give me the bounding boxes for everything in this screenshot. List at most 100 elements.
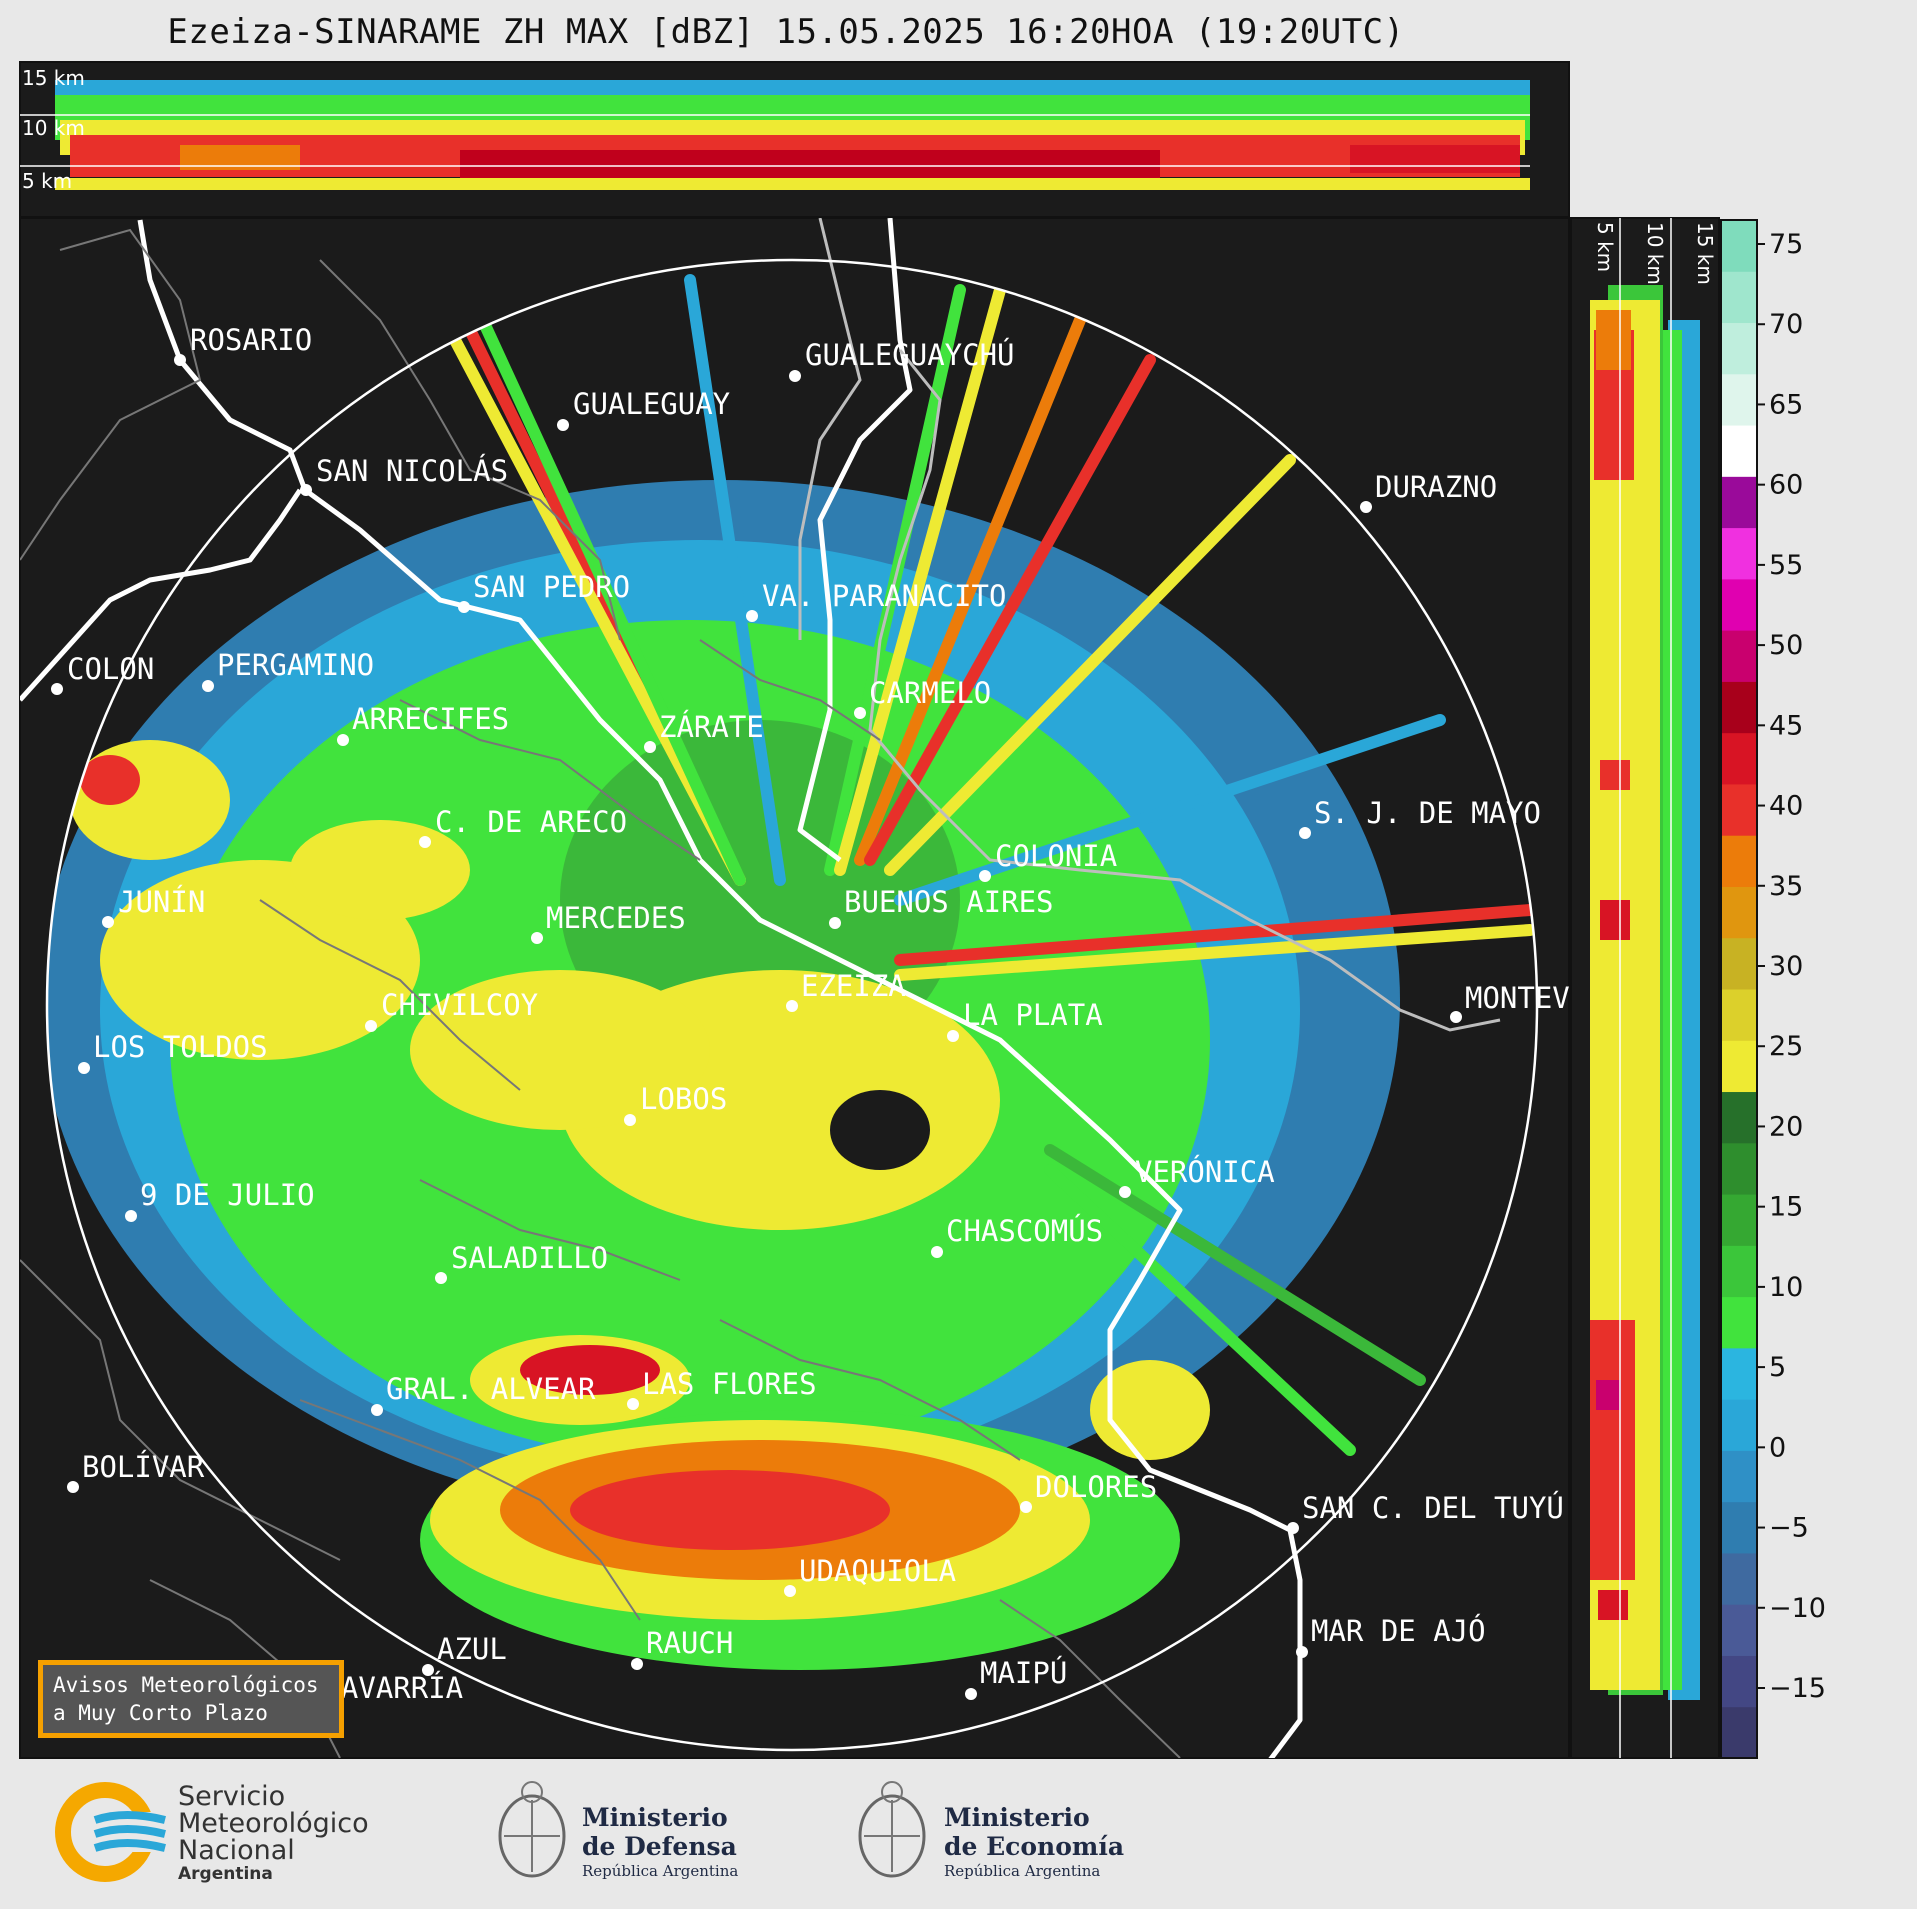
colorbar-cell (1721, 1501, 1757, 1554)
city-label-gral-alvear: GRAL. ALVEAR (386, 1372, 596, 1406)
smn-line1: Servicio (178, 1781, 286, 1812)
colorbar-cell (1721, 989, 1757, 1041)
colorbar-tick-label: 5 (1769, 1352, 1786, 1383)
city-label-lobos: LOBOS (640, 1082, 727, 1116)
top-cross-section-panel: 15 km 10 km 5 km (19, 61, 1570, 218)
smn-logo-icon (55, 1782, 170, 1882)
colorbar-tick-label: 45 (1769, 710, 1803, 741)
city-label-paranacito: VA. PARANACITO (762, 579, 1006, 613)
colorbar-cell (1721, 476, 1757, 529)
city-label-c-de-areco: C. DE ARECO (435, 805, 627, 839)
city-dot-bolivar (67, 1481, 79, 1493)
coastline (20, 218, 1303, 1758)
city-label-san-nicolas: SAN NICOLÁS (316, 454, 508, 488)
city-label-la-plata: LA PLATA (963, 998, 1103, 1032)
range-ring (45, 258, 1539, 1752)
city-label-los-toldos: LOS TOLDOS (93, 1030, 268, 1064)
colorbar-tick-label: −10 (1769, 1593, 1826, 1624)
city-dot-mercedes (531, 932, 543, 944)
city-label-chivilcoy: CHIVILCOY (381, 988, 538, 1022)
city-dot-zarate (644, 741, 656, 753)
city-label-montevideo: MONTEVIDEO (1465, 981, 1640, 1015)
avisos-button[interactable]: Avisos Meteorológicos a Muy Corto Plazo (38, 1660, 344, 1738)
colorbar-tick-label: 10 (1769, 1272, 1803, 1303)
city-dot-maipu (965, 1688, 977, 1700)
colorbar-cell (1721, 1450, 1757, 1503)
city-dot-arrecifes (337, 734, 349, 746)
city-dot-saladillo (435, 1272, 447, 1284)
top-alt-label-5: 5 km (22, 169, 72, 193)
colorbar-tick-label: −5 (1769, 1513, 1809, 1544)
colorbar-cell (1721, 835, 1757, 887)
colorbar-cell (1721, 1655, 1757, 1708)
colorbar-cell (1721, 373, 1757, 426)
colorbar-cell (1721, 1194, 1757, 1246)
side-alt-label-15: 15 km (1693, 222, 1717, 285)
city-label-zarate: ZÁRATE (659, 710, 764, 744)
city-label-dolores: DOLORES (1035, 1470, 1157, 1504)
city-label-chascomus: CHASCOMÚS (946, 1214, 1103, 1248)
colorbar-tick-label: 15 (1769, 1192, 1803, 1223)
side-alt-label-5: 5 km (1593, 222, 1617, 272)
city-dot-sj-de-mayo (1299, 827, 1311, 839)
city-markers: ROSARIO GUALEGUAYCHÚ GUALEGUAY SAN NICOL… (51, 323, 1640, 1715)
city-dot-gualeguay (557, 419, 569, 431)
city-dot-veronica (1119, 1186, 1131, 1198)
top-alt-label-10: 10 km (22, 116, 85, 140)
city-label-9-de-julio: 9 DE JULIO (140, 1178, 315, 1212)
city-dot-junin (102, 916, 114, 928)
city-label-saladillo: SALADILLO (451, 1241, 608, 1275)
city-dot-durazno (1360, 501, 1372, 513)
city-label-gualeguaychu: GUALEGUAYCHÚ (805, 338, 1015, 372)
city-dot-mar-de-ajo (1296, 1646, 1308, 1658)
city-dot-pergamino (202, 680, 214, 692)
defensa-line1: Ministerio (582, 1803, 728, 1832)
side-cross-section-panel: 5 km 10 km 15 km (1570, 217, 1720, 1759)
city-dot-udaquiola (784, 1585, 796, 1597)
avisos-line1: Avisos Meteorológicos (53, 1673, 319, 1697)
colorbar-cell (1721, 271, 1757, 324)
colorbar-cell (1721, 1091, 1757, 1144)
city-dot-colon (51, 683, 63, 695)
colorbar-tick-label: 70 (1769, 309, 1803, 340)
smn-line2: Meteorológico (178, 1808, 369, 1839)
colorbar-cell (1721, 1040, 1757, 1093)
city-label-udaquiola: UDAQUIOLA (799, 1554, 956, 1588)
colorbar-tick-label: −15 (1769, 1673, 1826, 1704)
colorbar-cell (1721, 1552, 1757, 1605)
city-dot-lobos (624, 1114, 636, 1126)
city-dot-las-flores (627, 1398, 639, 1410)
city-dot-colonia (979, 870, 991, 882)
map-title: Ezeiza-SINARAME ZH MAX [dBZ] 15.05.2025 … (167, 12, 1405, 52)
city-label-ezeiza: EZEIZA (801, 969, 906, 1003)
colorbar-cell (1721, 425, 1757, 477)
city-label-junin: JUNÍN (118, 885, 205, 919)
city-label-rauch: RAUCH (646, 1626, 733, 1660)
city-dot-gualeguaychu (789, 370, 801, 382)
colorbar-cell (1721, 1296, 1757, 1349)
city-label-mercedes: MERCEDES (546, 901, 686, 935)
top-alt-label-15: 15 km (22, 66, 85, 90)
city-dot-carmelo (854, 707, 866, 719)
city-label-pergamino: PERGAMINO (217, 648, 374, 682)
colorbar-cell (1721, 1347, 1757, 1400)
economia-seal-icon (858, 1781, 926, 1878)
city-label-san-pedro: SAN PEDRO (473, 570, 630, 604)
city-label-carmelo: CARMELO (869, 676, 991, 710)
smn-line3: Nacional (178, 1835, 295, 1866)
city-dot-chascomus (931, 1246, 943, 1258)
city-dot-ezeiza (786, 1000, 798, 1012)
colorbar-cell (1721, 1142, 1757, 1195)
colorbar-cell (1721, 527, 1757, 580)
city-dot-montevideo (1450, 1011, 1462, 1023)
city-label-maipu: MAIPÚ (980, 1656, 1067, 1690)
colorbar-cell (1721, 1245, 1757, 1298)
colorbar-cell (1721, 1706, 1757, 1759)
colorbar-cell (1721, 783, 1757, 836)
colorbar-tick-label: 75 (1769, 229, 1803, 260)
colorbar-tick-label: 0 (1769, 1432, 1786, 1463)
defensa-seal-icon (498, 1781, 566, 1878)
